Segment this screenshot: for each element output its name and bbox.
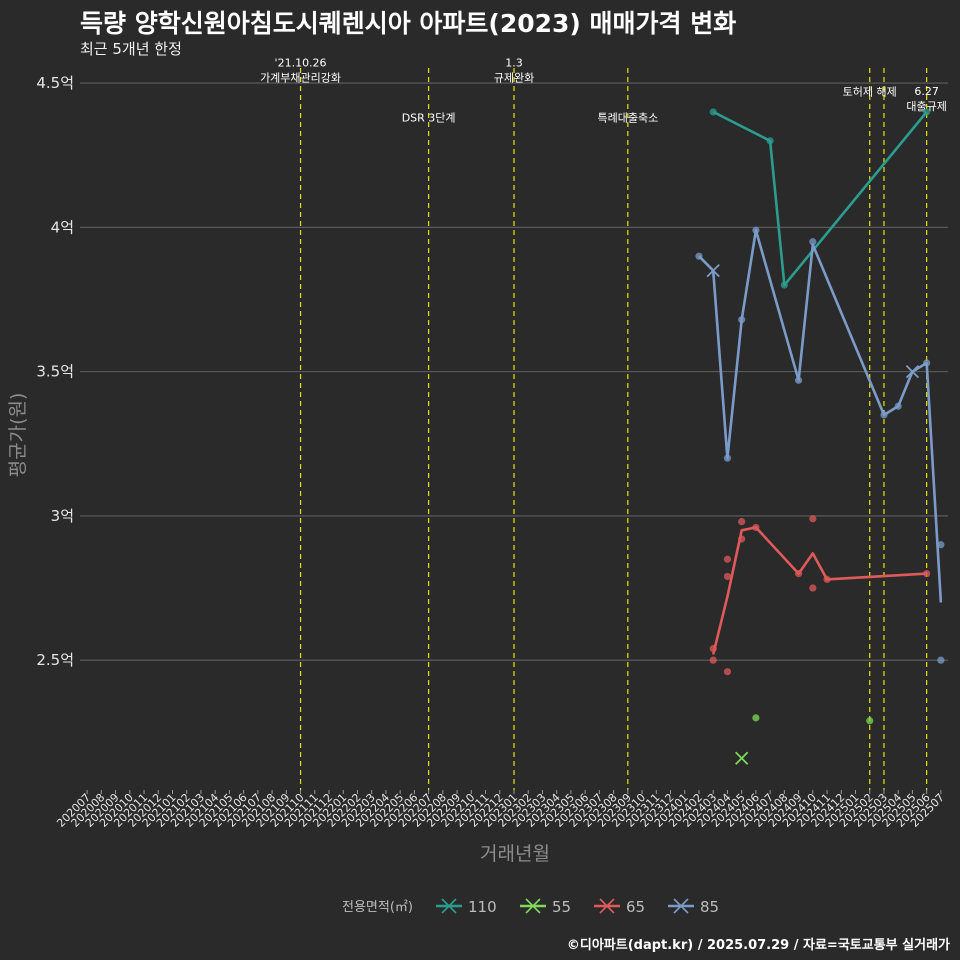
legend-swatch-cross <box>525 898 541 914</box>
series-layer <box>695 108 945 765</box>
series-110 <box>709 108 931 289</box>
data-point-110 <box>923 108 931 116</box>
legend-item-110: 110 <box>436 898 497 916</box>
legend-item-55: 55 <box>520 898 571 916</box>
y-tick-label: 4.5억 <box>36 74 74 92</box>
data-point-85 <box>794 376 803 384</box>
y-tick-label: 4억 <box>51 218 74 236</box>
data-point-65 <box>723 572 732 581</box>
event-label: '21.10.26 <box>275 56 327 69</box>
y-axis-title: 평균가(원) <box>7 393 29 478</box>
data-point-65 <box>752 523 760 532</box>
data-point-65 <box>809 515 817 523</box>
data-point-65 <box>823 575 831 583</box>
data-point-65 <box>709 656 717 664</box>
event-label: 토허제 해제 <box>843 85 897 99</box>
series-65 <box>709 515 931 676</box>
data-point-85 <box>937 541 945 549</box>
data-point-55 <box>866 717 874 725</box>
data-point-85 <box>738 316 746 324</box>
event-label: 1.3 <box>505 56 523 69</box>
data-point-65 <box>738 535 746 543</box>
cross-marker-55 <box>735 751 749 765</box>
cross-marker-85 <box>905 364 920 379</box>
series-55 <box>735 714 874 765</box>
data-point-110 <box>709 108 717 116</box>
data-point-65 <box>738 518 746 526</box>
data-point-55 <box>752 714 760 722</box>
series-line-65 <box>711 526 927 655</box>
event-label: 특례대출축소 <box>597 112 658 125</box>
y-tick-label: 3.5억 <box>36 363 74 381</box>
data-point-65 <box>709 645 717 653</box>
legend-title: 전용면적(㎡) <box>342 900 413 915</box>
data-point-110 <box>780 281 788 289</box>
legend-swatch-cross <box>599 898 615 914</box>
y-tick-label: 2.5억 <box>36 651 74 669</box>
legend-label: 65 <box>626 898 645 916</box>
x-axis-title: 거래년월 <box>480 843 550 865</box>
event-label: 대출규제 <box>906 100 946 113</box>
data-point-85 <box>752 226 760 234</box>
legend-swatch-cross <box>673 898 689 914</box>
data-point-65 <box>923 569 931 578</box>
series-85 <box>695 226 945 664</box>
data-point-85 <box>809 238 817 246</box>
data-point-65 <box>794 569 803 578</box>
cross-marker-85 <box>706 263 720 278</box>
legend-swatch-cross <box>441 898 457 914</box>
y-tick-label: 3억 <box>51 507 74 525</box>
event-label: 가계부채관리강화 <box>260 71 341 84</box>
legend-items: 110 55 65 85 <box>436 898 719 916</box>
event-label: 6.27 <box>914 85 939 98</box>
data-point-85 <box>880 411 888 419</box>
data-point-85 <box>723 454 732 462</box>
data-point-85 <box>923 359 931 367</box>
axis-layer: 2.5억3억3.5억4억4.5억202007202008202009202010… <box>36 74 947 830</box>
data-point-65 <box>723 555 732 563</box>
series-line-85 <box>698 228 943 603</box>
legend-item-65: 65 <box>594 898 645 916</box>
data-point-85 <box>894 402 902 410</box>
data-point-65 <box>809 584 817 592</box>
event-label: DSR 3단계 <box>402 112 456 125</box>
data-point-85 <box>937 656 945 664</box>
chart-subtitle: 최근 5개년 한정 <box>80 40 182 58</box>
event-label: 규제완화 <box>494 71 534 84</box>
chart-title: 득량 양학신원아침도시퀘렌시아 아파트(2023) 매매가격 변화 <box>80 9 737 38</box>
source-caption: ©디아파트(dapt.kr) / 2025.07.29 / 자료=국토교통부 실… <box>566 938 950 953</box>
legend-label: 110 <box>468 898 497 916</box>
series-line-110 <box>712 110 928 287</box>
legend-item-85: 85 <box>668 898 719 916</box>
data-point-110 <box>766 137 774 145</box>
legend-label: 85 <box>700 898 719 916</box>
legend-label: 55 <box>552 898 571 916</box>
data-point-65 <box>723 668 732 676</box>
data-point-85 <box>695 252 703 260</box>
legend: 전용면적(㎡) 110 55 65 85 <box>342 898 719 916</box>
grid-layer <box>80 82 948 661</box>
